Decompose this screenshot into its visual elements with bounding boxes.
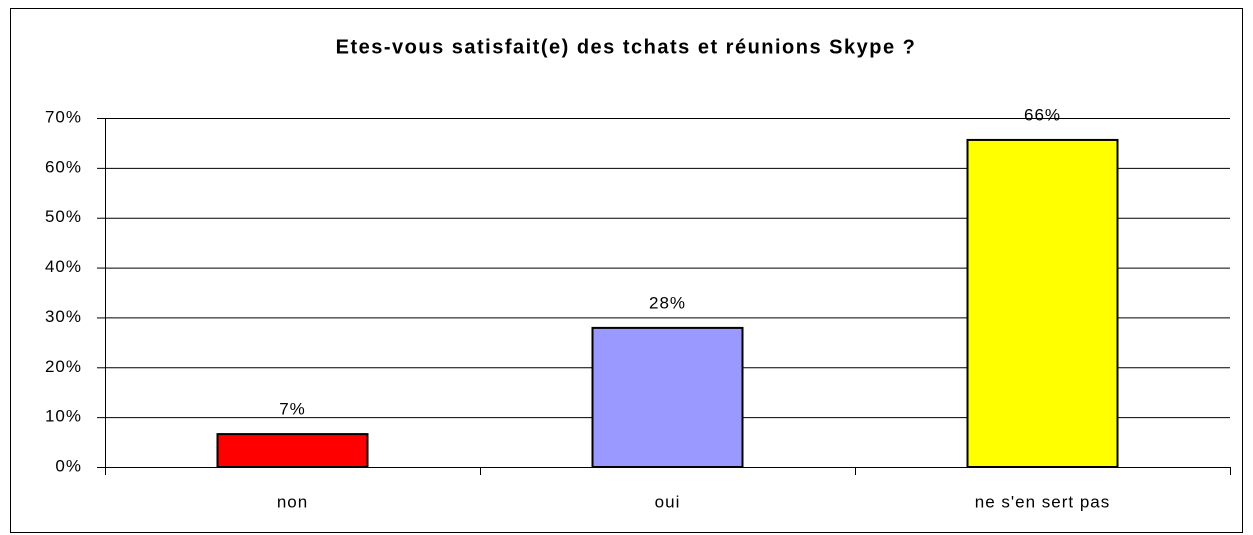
x-tick-label: oui (655, 492, 681, 511)
y-tick-label: 70% (45, 107, 82, 126)
y-tick-label: 40% (45, 257, 82, 276)
y-tick-label: 0% (55, 456, 82, 475)
y-tick-label: 20% (45, 357, 82, 376)
data-label: 28% (649, 293, 686, 312)
chart-title: Etes-vous satisfait(e) des tchats et réu… (336, 36, 917, 58)
y-tick-label: 30% (45, 307, 82, 326)
bar (966, 138, 1119, 469)
y-tick-label: 60% (45, 157, 82, 176)
x-tick-label: ne s'en sert pas (975, 492, 1110, 511)
x-tick-label: non (277, 492, 308, 511)
data-label: 66% (1024, 105, 1061, 124)
y-tick-label: 10% (45, 407, 82, 426)
y-tick-label: 50% (45, 207, 82, 226)
bar (591, 326, 744, 468)
data-label: 7% (279, 400, 306, 419)
bar (216, 433, 369, 469)
